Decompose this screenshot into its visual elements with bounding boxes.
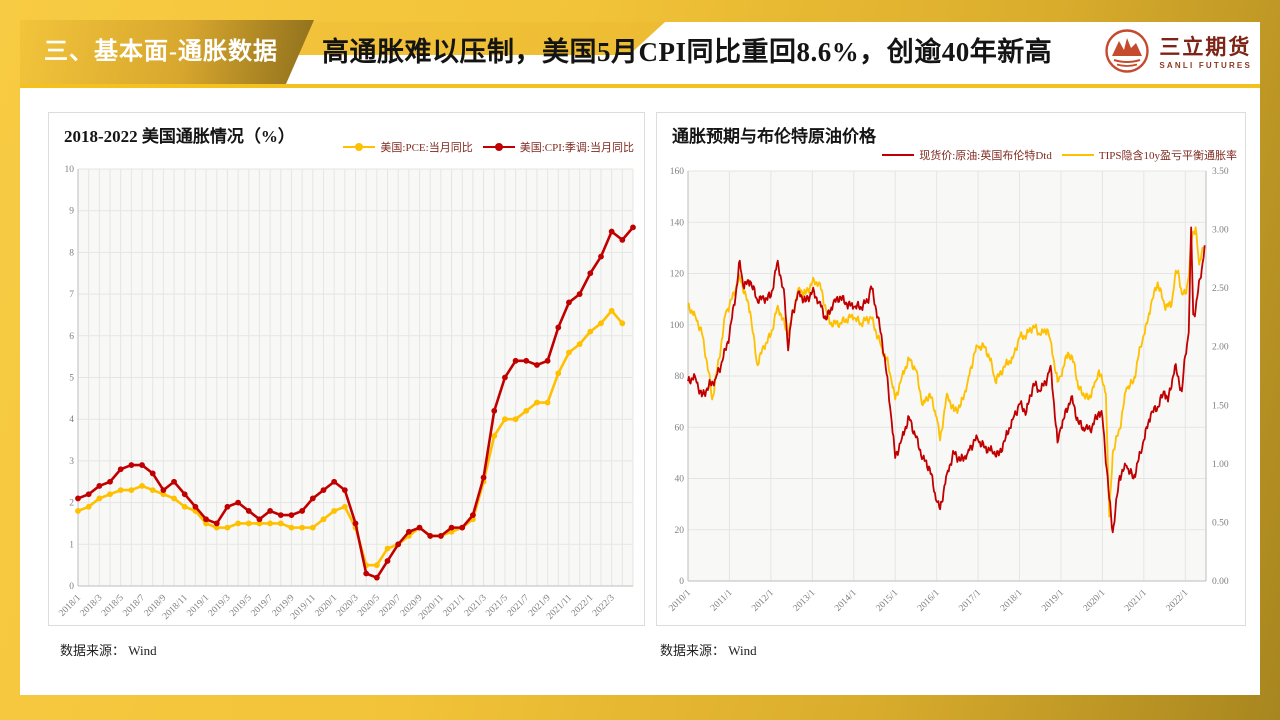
svg-text:2018/1: 2018/1 bbox=[999, 588, 1025, 614]
svg-text:2020/1: 2020/1 bbox=[1082, 588, 1108, 614]
legend-label-tips: TIPS隐含10y盈亏平衡通胀率 bbox=[1098, 150, 1237, 162]
svg-text:7: 7 bbox=[69, 290, 74, 300]
svg-text:2018/5: 2018/5 bbox=[100, 593, 126, 619]
svg-text:2021/3: 2021/3 bbox=[463, 593, 489, 619]
legend-label-pce: 美国:PCE:当月同比 bbox=[380, 142, 473, 154]
page-title: 高通胀难以压制，美国5月CPI同比重回8.6%，创逾40年新高 bbox=[322, 37, 1053, 67]
cpi-line-marker-icon bbox=[482, 146, 515, 148]
svg-text:2014/1: 2014/1 bbox=[833, 588, 859, 614]
svg-text:20: 20 bbox=[675, 526, 685, 536]
legend-item-cpi: 美国:CPI:季调:当月同比 bbox=[482, 139, 634, 155]
source-note-right: 数据来源： Wind bbox=[660, 643, 757, 658]
svg-text:2021/1: 2021/1 bbox=[442, 593, 468, 619]
svg-text:2020/1: 2020/1 bbox=[314, 593, 340, 619]
svg-text:5: 5 bbox=[69, 374, 74, 384]
svg-text:3.50: 3.50 bbox=[1212, 167, 1229, 177]
svg-text:2021/5: 2021/5 bbox=[484, 593, 510, 619]
svg-text:6: 6 bbox=[69, 332, 74, 342]
svg-text:2019/1: 2019/1 bbox=[185, 593, 211, 619]
svg-text:0: 0 bbox=[679, 577, 684, 587]
svg-text:2021/7: 2021/7 bbox=[506, 593, 532, 619]
svg-text:2020/7: 2020/7 bbox=[378, 593, 404, 619]
svg-text:10: 10 bbox=[65, 165, 75, 175]
legend-label-cpi: 美国:CPI:季调:当月同比 bbox=[519, 142, 634, 154]
source-note-left: 数据来源： Wind bbox=[60, 643, 157, 658]
legend-item-tips: TIPS隐含10y盈亏平衡通胀率 bbox=[1061, 147, 1237, 163]
svg-text:0.50: 0.50 bbox=[1212, 518, 1229, 528]
brent-line-icon bbox=[882, 154, 915, 156]
svg-text:160: 160 bbox=[670, 167, 685, 177]
svg-text:2018/7: 2018/7 bbox=[121, 593, 147, 619]
svg-text:2019/3: 2019/3 bbox=[207, 593, 233, 619]
legend-label-brent: 现货价:原油:英国布伦特Dtd bbox=[919, 150, 1052, 162]
svg-text:140: 140 bbox=[670, 218, 685, 228]
svg-text:2018/1: 2018/1 bbox=[57, 593, 83, 619]
svg-text:0.00: 0.00 bbox=[1212, 577, 1229, 587]
tips-line-icon bbox=[1061, 154, 1094, 156]
svg-text:2022/1: 2022/1 bbox=[1165, 588, 1191, 614]
svg-text:1.00: 1.00 bbox=[1212, 460, 1229, 470]
pce-line-marker-icon bbox=[343, 146, 376, 148]
chart-card-brent-tips: 通胀预期与布伦特原油价格 现货价:原油:英国布伦特Dtd TIPS隐含10y盈亏… bbox=[656, 112, 1246, 626]
svg-text:2017/1: 2017/1 bbox=[957, 588, 983, 614]
svg-text:2.00: 2.00 bbox=[1212, 343, 1229, 353]
svg-text:2022/3: 2022/3 bbox=[591, 593, 617, 619]
svg-text:3.00: 3.00 bbox=[1212, 226, 1229, 236]
svg-text:2021/1: 2021/1 bbox=[1123, 588, 1149, 614]
svg-text:8: 8 bbox=[69, 248, 74, 258]
section-tag: 三、基本面-通胀数据 bbox=[20, 20, 314, 84]
us-inflation-line-chart: 0123456789102018/12018/32018/52018/72018… bbox=[57, 165, 636, 622]
svg-text:2019/7: 2019/7 bbox=[250, 593, 276, 619]
svg-text:80: 80 bbox=[675, 372, 685, 382]
svg-text:60: 60 bbox=[675, 423, 685, 433]
logo-name-en: SANLI FUTURES bbox=[1159, 60, 1252, 70]
svg-text:2015/1: 2015/1 bbox=[875, 588, 901, 614]
svg-text:2020/5: 2020/5 bbox=[356, 593, 382, 619]
svg-text:2010/1: 2010/1 bbox=[667, 588, 693, 614]
legend-item-brent: 现货价:原油:英国布伦特Dtd bbox=[882, 147, 1052, 163]
sanli-mountain-icon bbox=[1103, 27, 1151, 80]
svg-text:0: 0 bbox=[69, 582, 74, 592]
svg-text:120: 120 bbox=[670, 270, 685, 280]
svg-text:2011/1: 2011/1 bbox=[709, 588, 735, 614]
svg-text:2019/1: 2019/1 bbox=[1040, 588, 1066, 614]
chart-card-us-inflation: 2018-2022 美国通胀情况（%） 美国:PCE:当月同比 美国:CPI:季… bbox=[48, 112, 645, 626]
svg-text:100: 100 bbox=[670, 321, 685, 331]
company-logo: 三立期货 SANLI FUTURES bbox=[1103, 27, 1252, 79]
svg-text:1.50: 1.50 bbox=[1212, 401, 1229, 411]
svg-text:2018/3: 2018/3 bbox=[79, 593, 105, 619]
brent-tips-line-chart: 2010/1 2011/1 2012/1 2013/1 2014/1 2015/1 2016… bbox=[667, 167, 1229, 614]
legend-item-pce: 美国:PCE:当月同比 bbox=[343, 139, 473, 155]
svg-text:2: 2 bbox=[69, 499, 74, 509]
svg-text:40: 40 bbox=[675, 475, 685, 485]
svg-text:2022/1: 2022/1 bbox=[570, 593, 596, 619]
header-gold-underline bbox=[20, 84, 1260, 88]
svg-text:2013/1: 2013/1 bbox=[792, 588, 818, 614]
logo-text: 三立期货 SANLI FUTURES bbox=[1159, 37, 1252, 70]
svg-text:2016/1: 2016/1 bbox=[916, 588, 942, 614]
content-area: 2018-2022 美国通胀情况（%） 美国:PCE:当月同比 美国:CPI:季… bbox=[20, 88, 1260, 695]
legend-left: 美国:PCE:当月同比 美国:CPI:季调:当月同比 bbox=[343, 139, 634, 155]
svg-text:2019/5: 2019/5 bbox=[228, 593, 254, 619]
svg-text:2012/1: 2012/1 bbox=[750, 588, 776, 614]
svg-text:1: 1 bbox=[69, 540, 74, 550]
chart-title-right: 通胀预期与布伦特原油价格 bbox=[672, 127, 876, 146]
logo-name-cn: 三立期货 bbox=[1159, 35, 1252, 59]
svg-text:9: 9 bbox=[69, 207, 74, 217]
legend-right: 现货价:原油:英国布伦特Dtd TIPS隐含10y盈亏平衡通胀率 bbox=[882, 147, 1237, 163]
svg-text:3: 3 bbox=[69, 457, 74, 467]
svg-text:2.50: 2.50 bbox=[1212, 284, 1229, 294]
svg-text:4: 4 bbox=[69, 415, 74, 425]
chart-title-left: 2018-2022 美国通胀情况（%） bbox=[64, 127, 295, 146]
svg-text:2020/3: 2020/3 bbox=[335, 593, 361, 619]
